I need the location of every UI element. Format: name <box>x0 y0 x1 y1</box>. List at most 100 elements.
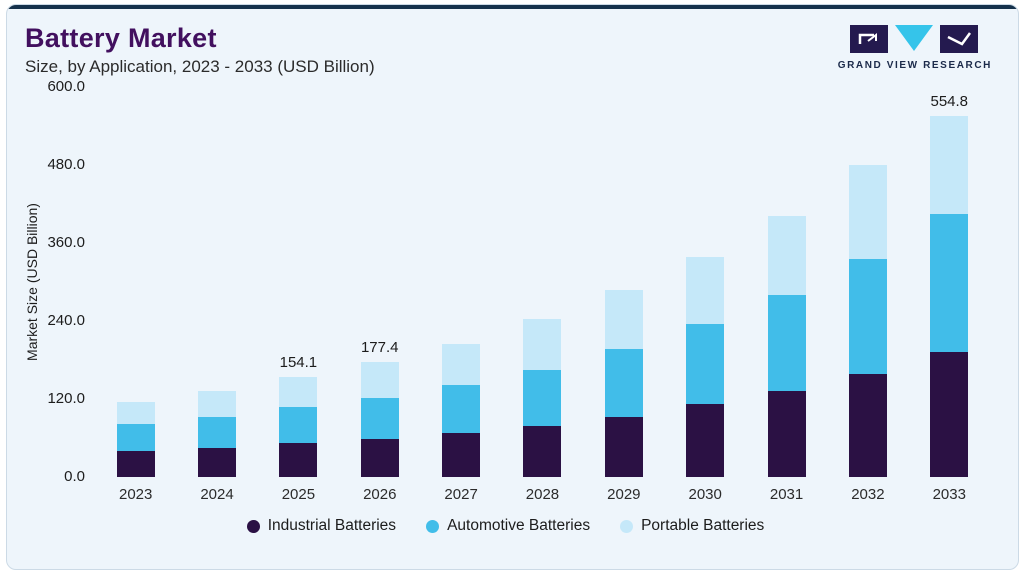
x-tick-label: 2030 <box>688 486 722 503</box>
legend-label: Industrial Batteries <box>267 517 397 534</box>
chart-card: Battery Market Size, by Application, 202… <box>6 4 1019 570</box>
bar-group-2024 <box>179 87 255 477</box>
bar-segment-industrial-batteries <box>604 416 643 477</box>
stacked-bar-chart: Market Size (USD Billion) 0.0 120.0 240.0 3… <box>7 77 1018 535</box>
bar-value-label: 154.1 <box>279 353 318 371</box>
legend-label: Portable Batteries <box>641 517 765 534</box>
title-block: Battery Market Size, by Application, 202… <box>25 23 375 77</box>
x-tick-label: 2026 <box>363 486 397 503</box>
bar-segment-automotive-batteries <box>198 417 237 448</box>
bar-segment-portable-batteries <box>767 216 806 296</box>
bar-segment-industrial-batteries <box>198 447 237 477</box>
y-tick-label: 360.0 <box>47 234 85 251</box>
bar-segment-industrial-batteries <box>116 451 155 477</box>
bar-segment-automotive-batteries <box>604 348 643 417</box>
x-axis-labels: 2023 2024 2025 2026 2027 2028 2029 2030 2031 2032… <box>95 486 990 503</box>
bar-stack <box>116 87 155 477</box>
y-axis-title-text: Market Size (USD Billion) <box>24 203 40 361</box>
bar-segment-automotive-batteries <box>523 369 562 426</box>
bar-group-2026: 177.4 <box>342 87 418 477</box>
bar-group-2032 <box>830 87 906 477</box>
bar-group-2033: 554.8 <box>911 87 987 477</box>
bar-segment-portable-batteries <box>279 376 318 408</box>
bar-group-2025: 154.1 <box>260 87 336 477</box>
bar-segment-portable-batteries <box>848 165 887 260</box>
bar-segment-portable-batteries <box>198 391 237 418</box>
bar-segment-automotive-batteries <box>360 397 399 439</box>
legend-item-automotive-batteries: Automotive Batteries <box>426 517 590 535</box>
bar-segment-automotive-batteries <box>442 385 481 433</box>
bar-group-2028 <box>504 87 580 477</box>
gvr-logo-text: GRAND VIEW RESEARCH <box>837 60 992 71</box>
bar-group-2027 <box>423 87 499 477</box>
legend-dot <box>246 519 260 533</box>
x-tick-label: 2032 <box>851 486 885 503</box>
bar-segment-automotive-batteries <box>848 259 887 375</box>
bar-segment-portable-batteries <box>686 257 725 324</box>
y-tick-label: 600.0 <box>47 78 85 95</box>
plot-row: Market Size (USD Billion) 0.0 120.0 240.0 3… <box>21 78 990 485</box>
bar-segment-automotive-batteries <box>279 407 318 444</box>
y-tick-label: 240.0 <box>47 312 85 329</box>
bar-stack <box>686 87 725 477</box>
gvr-logo-icon <box>849 25 978 53</box>
bar-group-2023 <box>98 87 174 477</box>
bar-segment-portable-batteries <box>930 116 969 214</box>
chart-header: Battery Market Size, by Application, 202… <box>7 9 1018 77</box>
bar-stack <box>848 87 887 477</box>
y-tick-label: 120.0 <box>47 390 85 407</box>
x-tick-label: 2031 <box>769 486 804 503</box>
x-tick-label: 2028 <box>525 486 560 503</box>
bar-stack <box>442 87 481 477</box>
legend-label: Automotive Batteries <box>447 517 591 534</box>
bar-segment-portable-batteries <box>523 319 562 370</box>
bar-segment-automotive-batteries <box>767 295 806 392</box>
bar-group-2030 <box>667 87 743 477</box>
bar-segment-automotive-batteries <box>930 213 969 353</box>
bar-segment-industrial-batteries <box>442 432 481 477</box>
x-tick-label: 2027 <box>444 486 478 503</box>
bar-group-2029 <box>586 87 662 477</box>
bar-segment-industrial-batteries <box>767 391 806 477</box>
y-tick-label: 480.0 <box>47 156 85 173</box>
bar-segment-portable-batteries <box>442 343 481 386</box>
bar-segment-portable-batteries <box>360 361 399 398</box>
x-tick-label: 2029 <box>607 486 641 503</box>
bar-segment-industrial-batteries <box>523 425 562 477</box>
top-accent-bar <box>7 5 1018 9</box>
bar-value-label: 554.8 <box>930 93 969 111</box>
legend-item-portable-batteries: Portable Batteries <box>620 517 764 535</box>
bar-stack: 177.4 <box>360 87 399 477</box>
legend-dot <box>620 519 634 533</box>
bar-stack <box>523 87 562 477</box>
bar-segment-portable-batteries <box>604 290 643 349</box>
bar-segment-automotive-batteries <box>686 323 725 405</box>
x-tick-label: 2033 <box>932 486 966 503</box>
bar-value-label: 177.4 <box>360 338 399 356</box>
y-axis-ticks: 0.0 120.0 240.0 360.0 480.0 600.0 <box>43 78 95 485</box>
x-tick-label: 2023 <box>118 486 153 503</box>
bar-segment-industrial-batteries <box>686 404 725 477</box>
bar-stack <box>198 87 237 477</box>
bar-stack: 154.1 <box>279 87 318 477</box>
x-tick-label: 2024 <box>200 486 234 503</box>
bar-stack <box>767 87 806 477</box>
gvr-logo: GRAND VIEW RESEARCH <box>838 25 992 71</box>
bar-segment-automotive-batteries <box>116 423 155 451</box>
bar-segment-industrial-batteries <box>930 352 969 477</box>
chart-legend: Industrial Batteries Automotive Batteries… <box>21 517 990 535</box>
legend-dot <box>426 519 440 533</box>
bar-segment-industrial-batteries <box>848 374 887 477</box>
bar-stack: 554.8 <box>930 87 969 477</box>
chart-subtitle: Size, by Application, 2023 - 2033 (USD B… <box>25 57 375 76</box>
bar-segment-industrial-batteries <box>279 443 318 477</box>
y-axis-title: Market Size (USD Billion) <box>21 87 43 477</box>
bar-segment-portable-batteries <box>116 402 155 424</box>
x-tick-label: 2025 <box>281 486 316 503</box>
bar-segment-industrial-batteries <box>360 438 399 477</box>
page-title: Battery Market <box>25 23 217 53</box>
plot-area: 154.1 177.4 554.8 <box>95 87 990 477</box>
y-tick-label: 0.0 <box>64 468 85 485</box>
legend-item-industrial-batteries: Industrial Batteries <box>246 517 397 535</box>
bar-group-2031 <box>749 87 825 477</box>
